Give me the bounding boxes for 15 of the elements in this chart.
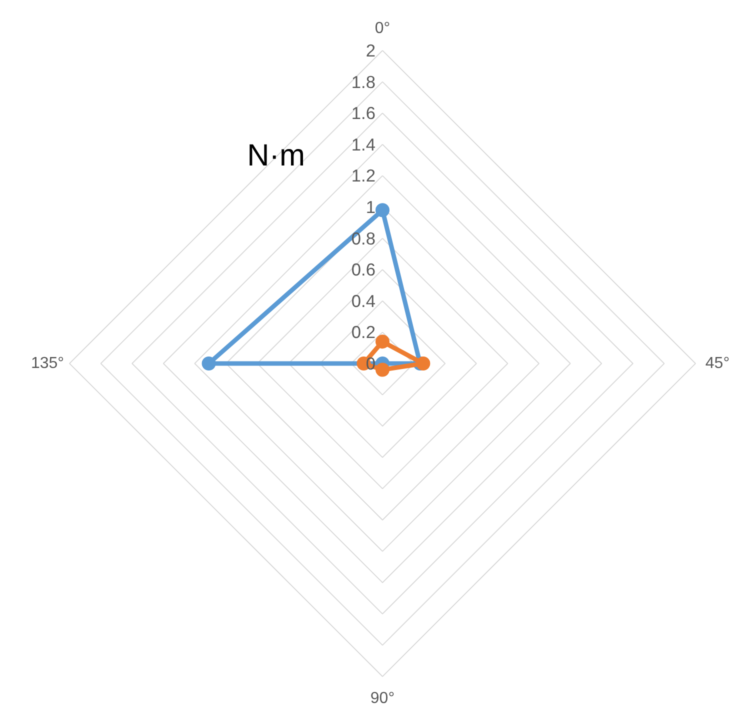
y-tick-label: 0.6 bbox=[351, 260, 376, 280]
text: N·m bbox=[247, 138, 306, 172]
y-tick-label: 1.8 bbox=[351, 72, 376, 92]
y-tick-label: 1.4 bbox=[351, 134, 376, 154]
y-tick-label: 1.6 bbox=[351, 103, 376, 124]
y-tick-label: 1.2 bbox=[351, 166, 376, 186]
spoke-label: 90° bbox=[370, 690, 395, 707]
y-tick-label: 0.4 bbox=[351, 290, 376, 311]
y-tick-label: 1 bbox=[366, 197, 376, 217]
y-tick-label: 0.2 bbox=[351, 322, 376, 342]
y-tick-label: 0.8 bbox=[351, 228, 376, 248]
spoke-label: 45° bbox=[705, 355, 730, 372]
spoke-label: 135° bbox=[30, 355, 64, 372]
spoke-label: 0° bbox=[374, 20, 390, 37]
y-tick-label: 2 bbox=[366, 40, 376, 60]
